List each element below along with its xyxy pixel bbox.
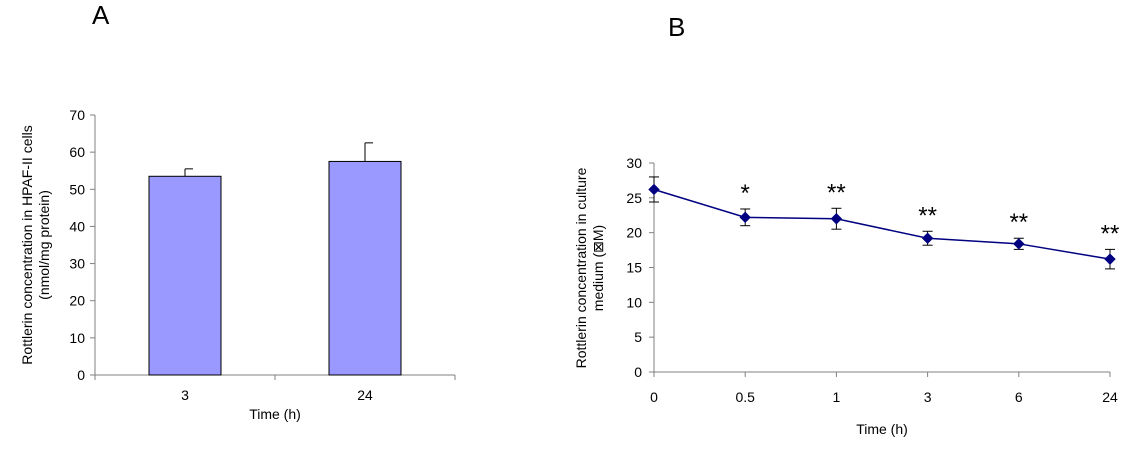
significance-annotation: ** bbox=[918, 202, 937, 229]
y-axis-label-line-2: medium (⊠M) bbox=[590, 225, 606, 311]
y-tick-label: 20 bbox=[626, 225, 642, 241]
y-tick-label: 50 bbox=[69, 181, 85, 197]
data-point bbox=[830, 213, 843, 225]
x-tick-label: 24 bbox=[1102, 389, 1118, 405]
significance-annotation: ** bbox=[1101, 220, 1120, 247]
x-tick-label: 1 bbox=[833, 389, 841, 405]
data-point bbox=[648, 183, 660, 196]
y-tick-label: 0 bbox=[77, 367, 85, 383]
bar-chart: Rottlerin concentration in HPAF-II cells… bbox=[19, 107, 456, 422]
x-tick-label: 3 bbox=[924, 389, 932, 405]
y-tick-label: 10 bbox=[69, 330, 85, 346]
significance-annotation: ** bbox=[1009, 209, 1028, 236]
y-tick-label: 40 bbox=[69, 218, 85, 234]
significance-annotation: * bbox=[741, 180, 750, 207]
y-tick-label: 70 bbox=[69, 107, 85, 123]
y-tick-label: 30 bbox=[69, 256, 85, 272]
y-tick-label: 20 bbox=[69, 293, 85, 309]
y-tick-label: 10 bbox=[626, 294, 642, 310]
panel-label-b: B bbox=[668, 12, 685, 42]
data-point bbox=[1013, 238, 1025, 250]
x-tick-label: 6 bbox=[1015, 389, 1023, 405]
y-tick-label: 30 bbox=[626, 155, 642, 171]
y-axis-label-line-2: (nmol/mg protein) bbox=[36, 190, 52, 300]
data-point bbox=[921, 232, 934, 244]
bar bbox=[148, 175, 222, 376]
x-axis-label: Time (h) bbox=[856, 421, 908, 437]
panel-label-a: A bbox=[92, 0, 110, 30]
x-tick-label: 0.5 bbox=[735, 389, 755, 405]
x-tick-label: 0 bbox=[650, 389, 658, 405]
data-point bbox=[739, 211, 751, 224]
x-axis-label: Time (h) bbox=[249, 406, 301, 422]
y-tick-label: 15 bbox=[626, 260, 642, 276]
y-tick-label: 0 bbox=[634, 364, 642, 380]
y-tick-label: 25 bbox=[626, 190, 642, 206]
x-tick-label: 24 bbox=[357, 387, 373, 403]
y-tick-label: 5 bbox=[634, 329, 642, 345]
data-point bbox=[1104, 253, 1116, 265]
y-tick-label: 60 bbox=[69, 144, 85, 160]
bar bbox=[328, 160, 402, 376]
y-axis-label-line-1: Rottlerin concentration in HPAF-II cells bbox=[19, 125, 35, 364]
x-tick-label: 3 bbox=[181, 387, 189, 403]
significance-annotation: ** bbox=[827, 179, 846, 206]
series-line bbox=[653, 188, 1111, 260]
y-axis-label-line-1: Rottlerin concentration in culture bbox=[573, 167, 589, 368]
line-chart: Rottlerin concentration in culture mediu… bbox=[573, 155, 1119, 437]
